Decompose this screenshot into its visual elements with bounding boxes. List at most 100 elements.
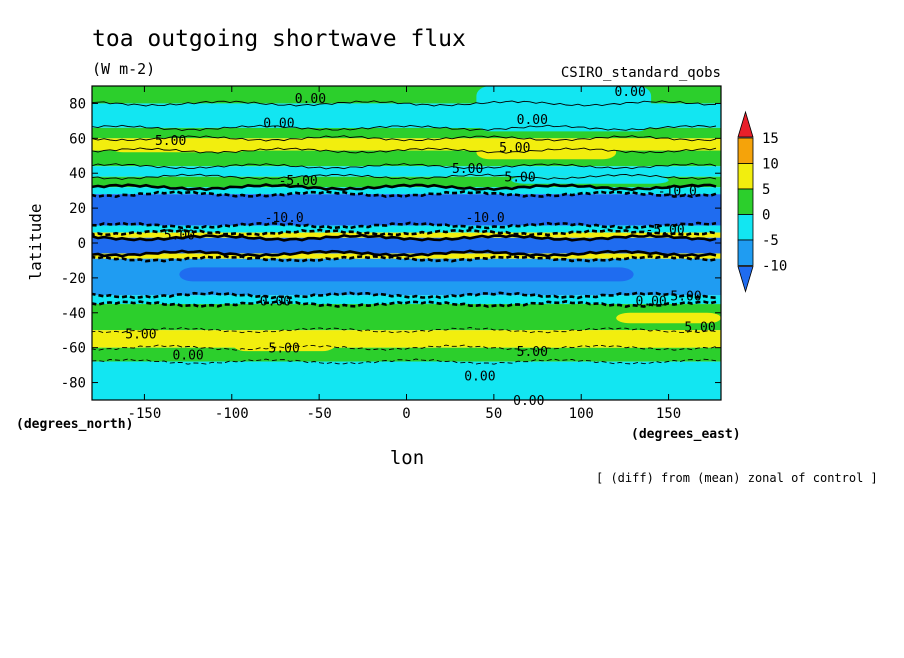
x-tick-label: 0: [402, 406, 410, 422]
colorbar-segment: [737, 163, 754, 190]
contour-line-3: [92, 147, 717, 154]
y-tick-label: -80: [61, 376, 86, 392]
contour-label: 0.00: [263, 117, 294, 132]
x-axis-label: lon: [390, 447, 424, 469]
band-14: [92, 295, 721, 305]
y-tick-label: -40: [61, 306, 86, 322]
contour-line-8: [92, 221, 717, 230]
contour-line-12: [92, 254, 717, 263]
contour-line-5: [92, 173, 717, 180]
contour-label: 0.00: [635, 295, 666, 310]
footnote: [ (diff) from (mean) zonal of control ]: [596, 471, 878, 485]
contour-line-16: [92, 344, 717, 351]
patch-6: [179, 267, 634, 282]
dataset-label: CSIRO_standard_qobs: [561, 65, 721, 81]
contour-label: 0.00: [464, 370, 495, 385]
colorbar-level-label: -5: [762, 233, 779, 249]
contour-label: 5.00: [517, 345, 548, 360]
colorbar-level-label: 5: [762, 182, 770, 198]
contour-label: 5.00: [269, 342, 300, 357]
patch-4: [354, 166, 442, 174]
colorbar: 15 10 5 0 -5 -10: [737, 110, 787, 293]
contour-label: 5.00: [155, 134, 186, 149]
x-axis-ticks: -150 -100 -50 0 50 100 150: [128, 86, 681, 422]
colorbar-level-label: 0: [762, 208, 770, 224]
contour-label: 0.00: [260, 295, 291, 310]
contour-label: 5.00: [125, 328, 156, 343]
band-2: [92, 127, 721, 139]
contour-label: 0.00: [295, 92, 326, 107]
patch-8: [231, 333, 337, 352]
colorbar-arrow-bottom: [737, 266, 754, 293]
band-10: [92, 232, 721, 238]
contour-line-10: [92, 233, 717, 242]
y-tick-label: -20: [61, 271, 86, 287]
band-11: [92, 237, 721, 254]
x-tick-label: -150: [128, 406, 162, 422]
chart-title: toa outgoing shortwave flux: [92, 26, 466, 52]
contour-label: 5.00: [684, 321, 715, 336]
y-axis-units: (degrees_north): [16, 417, 133, 432]
patch-11: [92, 361, 494, 400]
contour-label: 0.00: [614, 85, 645, 100]
contour-label: -10.0: [466, 211, 505, 226]
contour-label: -10.0: [658, 185, 697, 200]
y-axis-label: latitude: [26, 203, 45, 280]
y-tick-label: 20: [69, 201, 86, 217]
contour-label: 5.00: [164, 228, 195, 243]
band-9: [92, 225, 721, 233]
y-tick-label: -60: [61, 341, 86, 357]
contour-label: 0.00: [517, 113, 548, 128]
patch-7: [100, 330, 180, 345]
contour-label: 5.00: [670, 289, 701, 304]
contour-line-2: [92, 135, 717, 142]
contour-lines: [92, 100, 717, 365]
contour-label: 0.00: [513, 394, 544, 409]
plot-area: [92, 86, 721, 400]
x-tick-label: 150: [656, 406, 681, 422]
contour-label: 5.00: [499, 141, 530, 156]
colorbar-segment: [737, 239, 754, 266]
x-axis-units: (degrees_east): [631, 427, 741, 442]
x-tick-label: -100: [215, 406, 249, 422]
x-tick-label: 50: [485, 406, 502, 422]
colorbar-arrow-top: [737, 110, 754, 138]
contour-label: -5.00: [646, 223, 685, 238]
contour-label: 0.00: [172, 349, 203, 364]
y-tick-label: 40: [69, 166, 86, 182]
contour-line-14: [92, 300, 717, 309]
y-axis-ticks: -80 -60 -40 -20 0 20 40 60 80: [61, 96, 721, 392]
contour-label: 5.00: [452, 162, 483, 177]
contour-line-1: [92, 124, 717, 131]
colorbar-level-label: -10: [762, 259, 787, 275]
contour-line-7: [92, 190, 717, 199]
contour-line-0: [92, 100, 716, 107]
x-tick-label: 100: [569, 406, 594, 422]
colorbar-level-label: 10: [762, 157, 779, 173]
patch-12: [301, 372, 477, 387]
patch-10: [616, 312, 721, 324]
contour-label: -10.0: [265, 211, 304, 226]
band-8: [92, 194, 721, 226]
band-6: [92, 176, 721, 188]
y-tick-label: 60: [69, 131, 86, 147]
contour-line-17: [92, 358, 717, 365]
contour-labels: 0.00 0.000.00 0.005.00 5.005.005.00-5.00-10…: [125, 85, 715, 409]
contour-line-13: [92, 291, 717, 300]
contour-label: -5.00: [279, 174, 318, 189]
contour-line-11: [92, 249, 717, 258]
chart-subtitle: (W m-2): [92, 60, 155, 78]
colorbar-segment: [737, 214, 754, 241]
colorbar-segment: [737, 188, 754, 215]
contour-line-4: [92, 163, 717, 170]
x-tick-label: -50: [306, 406, 331, 422]
band-15: [92, 304, 721, 331]
band-7: [92, 187, 721, 195]
patch-9: [511, 330, 704, 348]
y-tick-label: 80: [69, 96, 86, 112]
contour-label: 5.00: [504, 171, 535, 186]
patch-1: [231, 117, 652, 128]
y-tick-label: 0: [78, 236, 86, 252]
